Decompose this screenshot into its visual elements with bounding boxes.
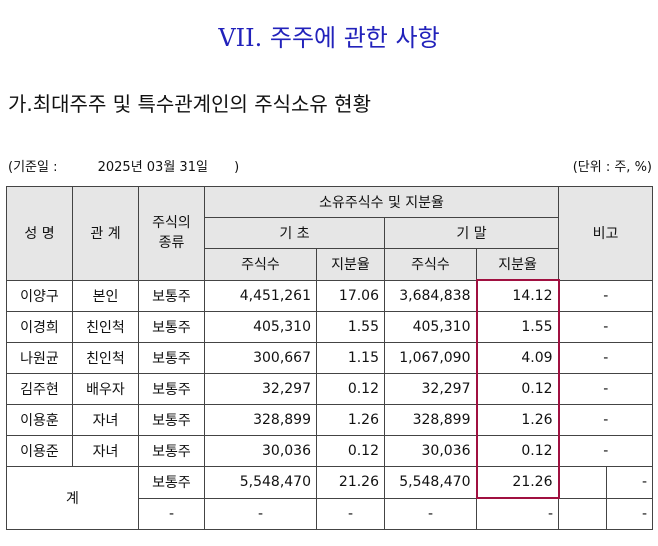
header-row-2: 기 초 기 말	[7, 217, 653, 249]
cell-remarks: -	[558, 404, 654, 436]
cell-remarks: -	[558, 342, 654, 374]
table-subtitle: 가.최대주주 및 특수관계인의 주식소유 현황	[8, 92, 371, 116]
header-name: 성 명	[6, 186, 73, 281]
cell-end-shares: 30,036	[384, 435, 477, 467]
header-begin-shares: 주식수	[204, 248, 317, 281]
shareholding-table: 성 명 관 계 주식의 종류 소유주식수 및 지분율 비고 기 초 기 말 주식…	[6, 186, 654, 530]
header-end: 기 말	[383, 217, 560, 249]
cell-relation: 본인	[72, 279, 139, 312]
cell-end-ratio: 4.09	[475, 342, 560, 374]
cell-name: 이양구	[6, 279, 73, 312]
basis-suffix: )	[234, 160, 240, 175]
cell-relation: 자녀	[72, 404, 139, 436]
cell-remarks: -	[558, 311, 654, 343]
cell-end-ratio: 14.12	[475, 279, 560, 312]
cell-begin-ratio: 0.12	[316, 435, 385, 467]
cell-type: 보통주	[138, 342, 205, 374]
cell-type: 보통주	[138, 435, 205, 467]
total-begin-shares: 5,548,470	[204, 466, 317, 499]
table-row: 이용훈 자녀 보통주 328,899 1.26 328,899 1.26 -	[6, 404, 654, 436]
total-begin-shares: -	[204, 497, 317, 530]
basis-date-line: (기준일 : 2025년 03월 31일 )	[8, 156, 239, 175]
table-row: 나원균 친인척 보통주 300,667 1.15 1,067,090 4.09 …	[6, 342, 654, 374]
cell-begin-ratio: 1.26	[316, 404, 385, 436]
cell-name: 나원균	[6, 342, 73, 374]
cell-end-ratio: 1.26	[475, 404, 560, 436]
header-end-shares: 주식수	[384, 248, 477, 281]
total-end-shares: 5,548,470	[384, 466, 477, 499]
total-type: 보통주	[138, 466, 205, 499]
cell-begin-shares: 300,667	[204, 342, 317, 374]
header-row-3: 주식수 지분율 주식수 지분율	[7, 248, 653, 281]
basis-date: 2025년 03월 31일	[97, 160, 208, 175]
cell-begin-ratio: 1.15	[316, 342, 385, 374]
table-row: 이경희 친인척 보통주 405,310 1.55 405,310 1.55 -	[6, 311, 654, 343]
cell-end-ratio: 1.55	[475, 311, 560, 343]
header-begin-ratio: 지분율	[316, 248, 385, 281]
cell-remarks: -	[558, 373, 654, 405]
cell-begin-shares: 328,899	[204, 404, 317, 436]
cell-begin-ratio: 1.55	[316, 311, 385, 343]
cell-name: 이경희	[6, 311, 73, 343]
header-relation: 관 계	[72, 186, 139, 281]
section-title: VII. 주주에 관한 사항	[218, 24, 440, 52]
table-row: 이용준 자녀 보통주 30,036 0.12 30,036 0.12 -	[6, 435, 654, 467]
cell-relation: 자녀	[72, 435, 139, 467]
cell-end-shares: 3,684,838	[384, 279, 477, 312]
basis-prefix: (기준일 :	[8, 160, 58, 175]
header-begin: 기 초	[204, 217, 385, 249]
cell-end-shares: 1,067,090	[384, 342, 477, 374]
total-row: 계 보통주 5,548,470 21.26 5,548,470 21.26 -	[6, 466, 654, 530]
total-begin-ratio: 21.26	[316, 466, 385, 499]
total-spacer	[558, 497, 607, 530]
cell-name: 김주현	[6, 373, 73, 405]
total-row: - - - - - -	[7, 497, 654, 530]
header-ownership: 소유주식수 및 지분율	[203, 186, 560, 218]
cell-type: 보통주	[138, 373, 205, 405]
cell-relation: 친인척	[72, 311, 139, 343]
cell-end-shares: 32,297	[384, 373, 477, 405]
cell-end-ratio: 0.12	[475, 373, 560, 405]
cell-begin-shares: 32,297	[204, 373, 317, 405]
total-end-ratio: -	[475, 497, 560, 530]
total-type: -	[138, 497, 205, 530]
cell-type: 보통주	[138, 404, 205, 436]
cell-begin-shares: 405,310	[204, 311, 317, 343]
cell-begin-shares: 4,451,261	[204, 279, 317, 312]
total-remarks: -	[606, 466, 654, 499]
cell-name: 이용준	[6, 435, 73, 467]
cell-begin-ratio: 0.12	[316, 373, 385, 405]
total-remarks: -	[606, 497, 654, 530]
cell-end-shares: 328,899	[384, 404, 477, 436]
unit-label: (단위 : 주, %)	[572, 160, 652, 175]
table-row: 김주현 배우자 보통주 32,297 0.12 32,297 0.12 -	[6, 373, 654, 405]
header-end-ratio: 지분율	[475, 248, 560, 281]
cell-remarks: -	[558, 279, 654, 312]
cell-remarks: -	[558, 435, 654, 467]
cell-relation: 배우자	[72, 373, 139, 405]
total-begin-ratio: -	[316, 497, 385, 530]
total-spacer	[558, 466, 607, 499]
header-remarks: 비고	[558, 186, 654, 281]
cell-begin-ratio: 17.06	[316, 279, 385, 312]
header-stock-type: 주식의 종류	[138, 186, 205, 281]
table-row: 이양구 본인 보통주 4,451,261 17.06 3,684,838 14.…	[6, 279, 654, 312]
cell-name: 이용훈	[6, 404, 73, 436]
cell-type: 보통주	[138, 279, 205, 312]
cell-relation: 친인척	[72, 342, 139, 374]
header-row-1: 성 명 관 계 주식의 종류 소유주식수 및 지분율 비고	[6, 186, 654, 281]
cell-type: 보통주	[138, 311, 205, 343]
cell-end-shares: 405,310	[384, 311, 477, 343]
total-end-ratio: 21.26	[475, 466, 560, 499]
total-label: 계	[6, 466, 139, 530]
cell-begin-shares: 30,036	[204, 435, 317, 467]
cell-end-ratio: 0.12	[475, 435, 560, 467]
total-end-shares: -	[384, 497, 477, 530]
